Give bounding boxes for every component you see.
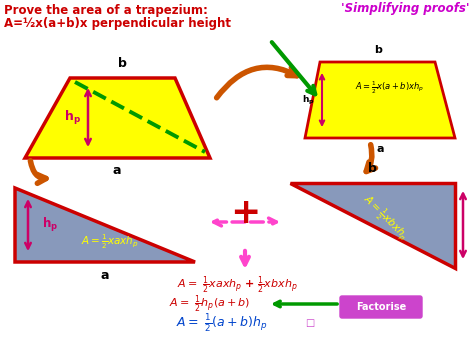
Text: $A=\frac{1}{2}x(a+b)xh_p$: $A=\frac{1}{2}x(a+b)xh_p$ <box>356 80 425 96</box>
Text: $A=\frac{1}{2}xaxh_p$: $A=\frac{1}{2}xaxh_p$ <box>81 233 139 251</box>
Text: Prove the area of a trapezium:: Prove the area of a trapezium: <box>4 4 208 17</box>
Text: b: b <box>367 162 376 175</box>
Text: $\mathbf{h_p}$: $\mathbf{h_p}$ <box>302 93 315 106</box>
Text: □: □ <box>305 318 315 328</box>
Text: $A=\frac{1}{2}xbxh_p$: $A=\frac{1}{2}xbxh_p$ <box>358 191 412 245</box>
Text: $A=\ \frac{1}{2}h_p(a+b)$: $A=\ \frac{1}{2}h_p(a+b)$ <box>169 293 251 315</box>
Text: $\mathbf{h_p}$: $\mathbf{h_p}$ <box>64 109 81 127</box>
Text: $\mathbf{h_p}$: $\mathbf{h_p}$ <box>42 216 58 234</box>
Text: +: + <box>230 196 260 230</box>
Text: 'Simplifying proofs': 'Simplifying proofs' <box>341 2 470 15</box>
Text: $A=\ \frac{1}{2}(a+b)h_p$: $A=\ \frac{1}{2}(a+b)h_p$ <box>176 312 268 334</box>
Text: a: a <box>113 164 121 177</box>
Text: a: a <box>376 144 384 154</box>
Text: a: a <box>101 269 109 282</box>
Text: b: b <box>118 57 127 70</box>
Polygon shape <box>15 188 195 262</box>
Text: Factorise: Factorise <box>356 302 406 312</box>
Text: A=½x(a+b)x perpendicular height: A=½x(a+b)x perpendicular height <box>4 17 231 30</box>
Text: $\mathbf{h_p}$: $\mathbf{h_p}$ <box>472 216 474 234</box>
Text: $A=\ \frac{1}{2}xaxh_p\ \mathbf{+}\ \frac{1}{2}xbxh_p$: $A=\ \frac{1}{2}xaxh_p\ \mathbf{+}\ \fra… <box>177 274 297 296</box>
FancyBboxPatch shape <box>340 296 422 318</box>
Text: b: b <box>374 45 382 55</box>
Polygon shape <box>25 78 210 158</box>
Polygon shape <box>290 183 455 268</box>
Polygon shape <box>305 62 455 138</box>
